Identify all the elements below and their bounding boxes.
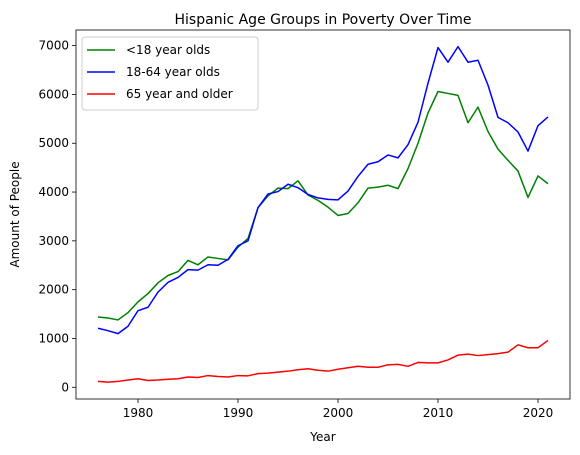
y-tick-label: 2000	[38, 283, 69, 297]
plot-frame	[75, 29, 571, 400]
legend-box	[81, 36, 259, 111]
x-tick-label: 1990	[223, 406, 254, 420]
y-tick-label: 1000	[38, 331, 69, 345]
series-line-0	[97, 90, 549, 321]
x-tick-label: 2000	[323, 406, 354, 420]
x-axis-label: Year	[309, 430, 335, 444]
chart-title: Hispanic Age Groups in Poverty Over Time	[175, 12, 472, 28]
series-lines	[97, 45, 549, 383]
y-tick-label: 7000	[38, 39, 69, 53]
x-tick-label: 2020	[523, 406, 554, 420]
x-tick-label: 2010	[423, 406, 454, 420]
legend-label-0: <18 year olds	[126, 43, 210, 57]
series-line-2	[97, 339, 549, 383]
y-tick-label: 5000	[38, 136, 69, 150]
series-line-1	[97, 45, 549, 335]
x-tick-label: 1980	[123, 406, 154, 420]
y-tick-label: 0	[61, 380, 69, 394]
axis-ticks: 1980 1990 2000 2010 2020 0 1000 2000 3000 4000 500…	[38, 39, 553, 420]
legend-label-1: 18-64 year olds	[126, 65, 220, 79]
y-axis-label: Amount of People	[8, 161, 22, 267]
y-tick-label: 4000	[38, 185, 69, 199]
legend-label-2: 65 year and older	[126, 87, 233, 101]
y-tick-label: 3000	[38, 234, 69, 248]
legend: <18 year olds 18-64 year olds 65 year and …	[81, 36, 259, 111]
y-tick-label: 6000	[38, 87, 69, 101]
